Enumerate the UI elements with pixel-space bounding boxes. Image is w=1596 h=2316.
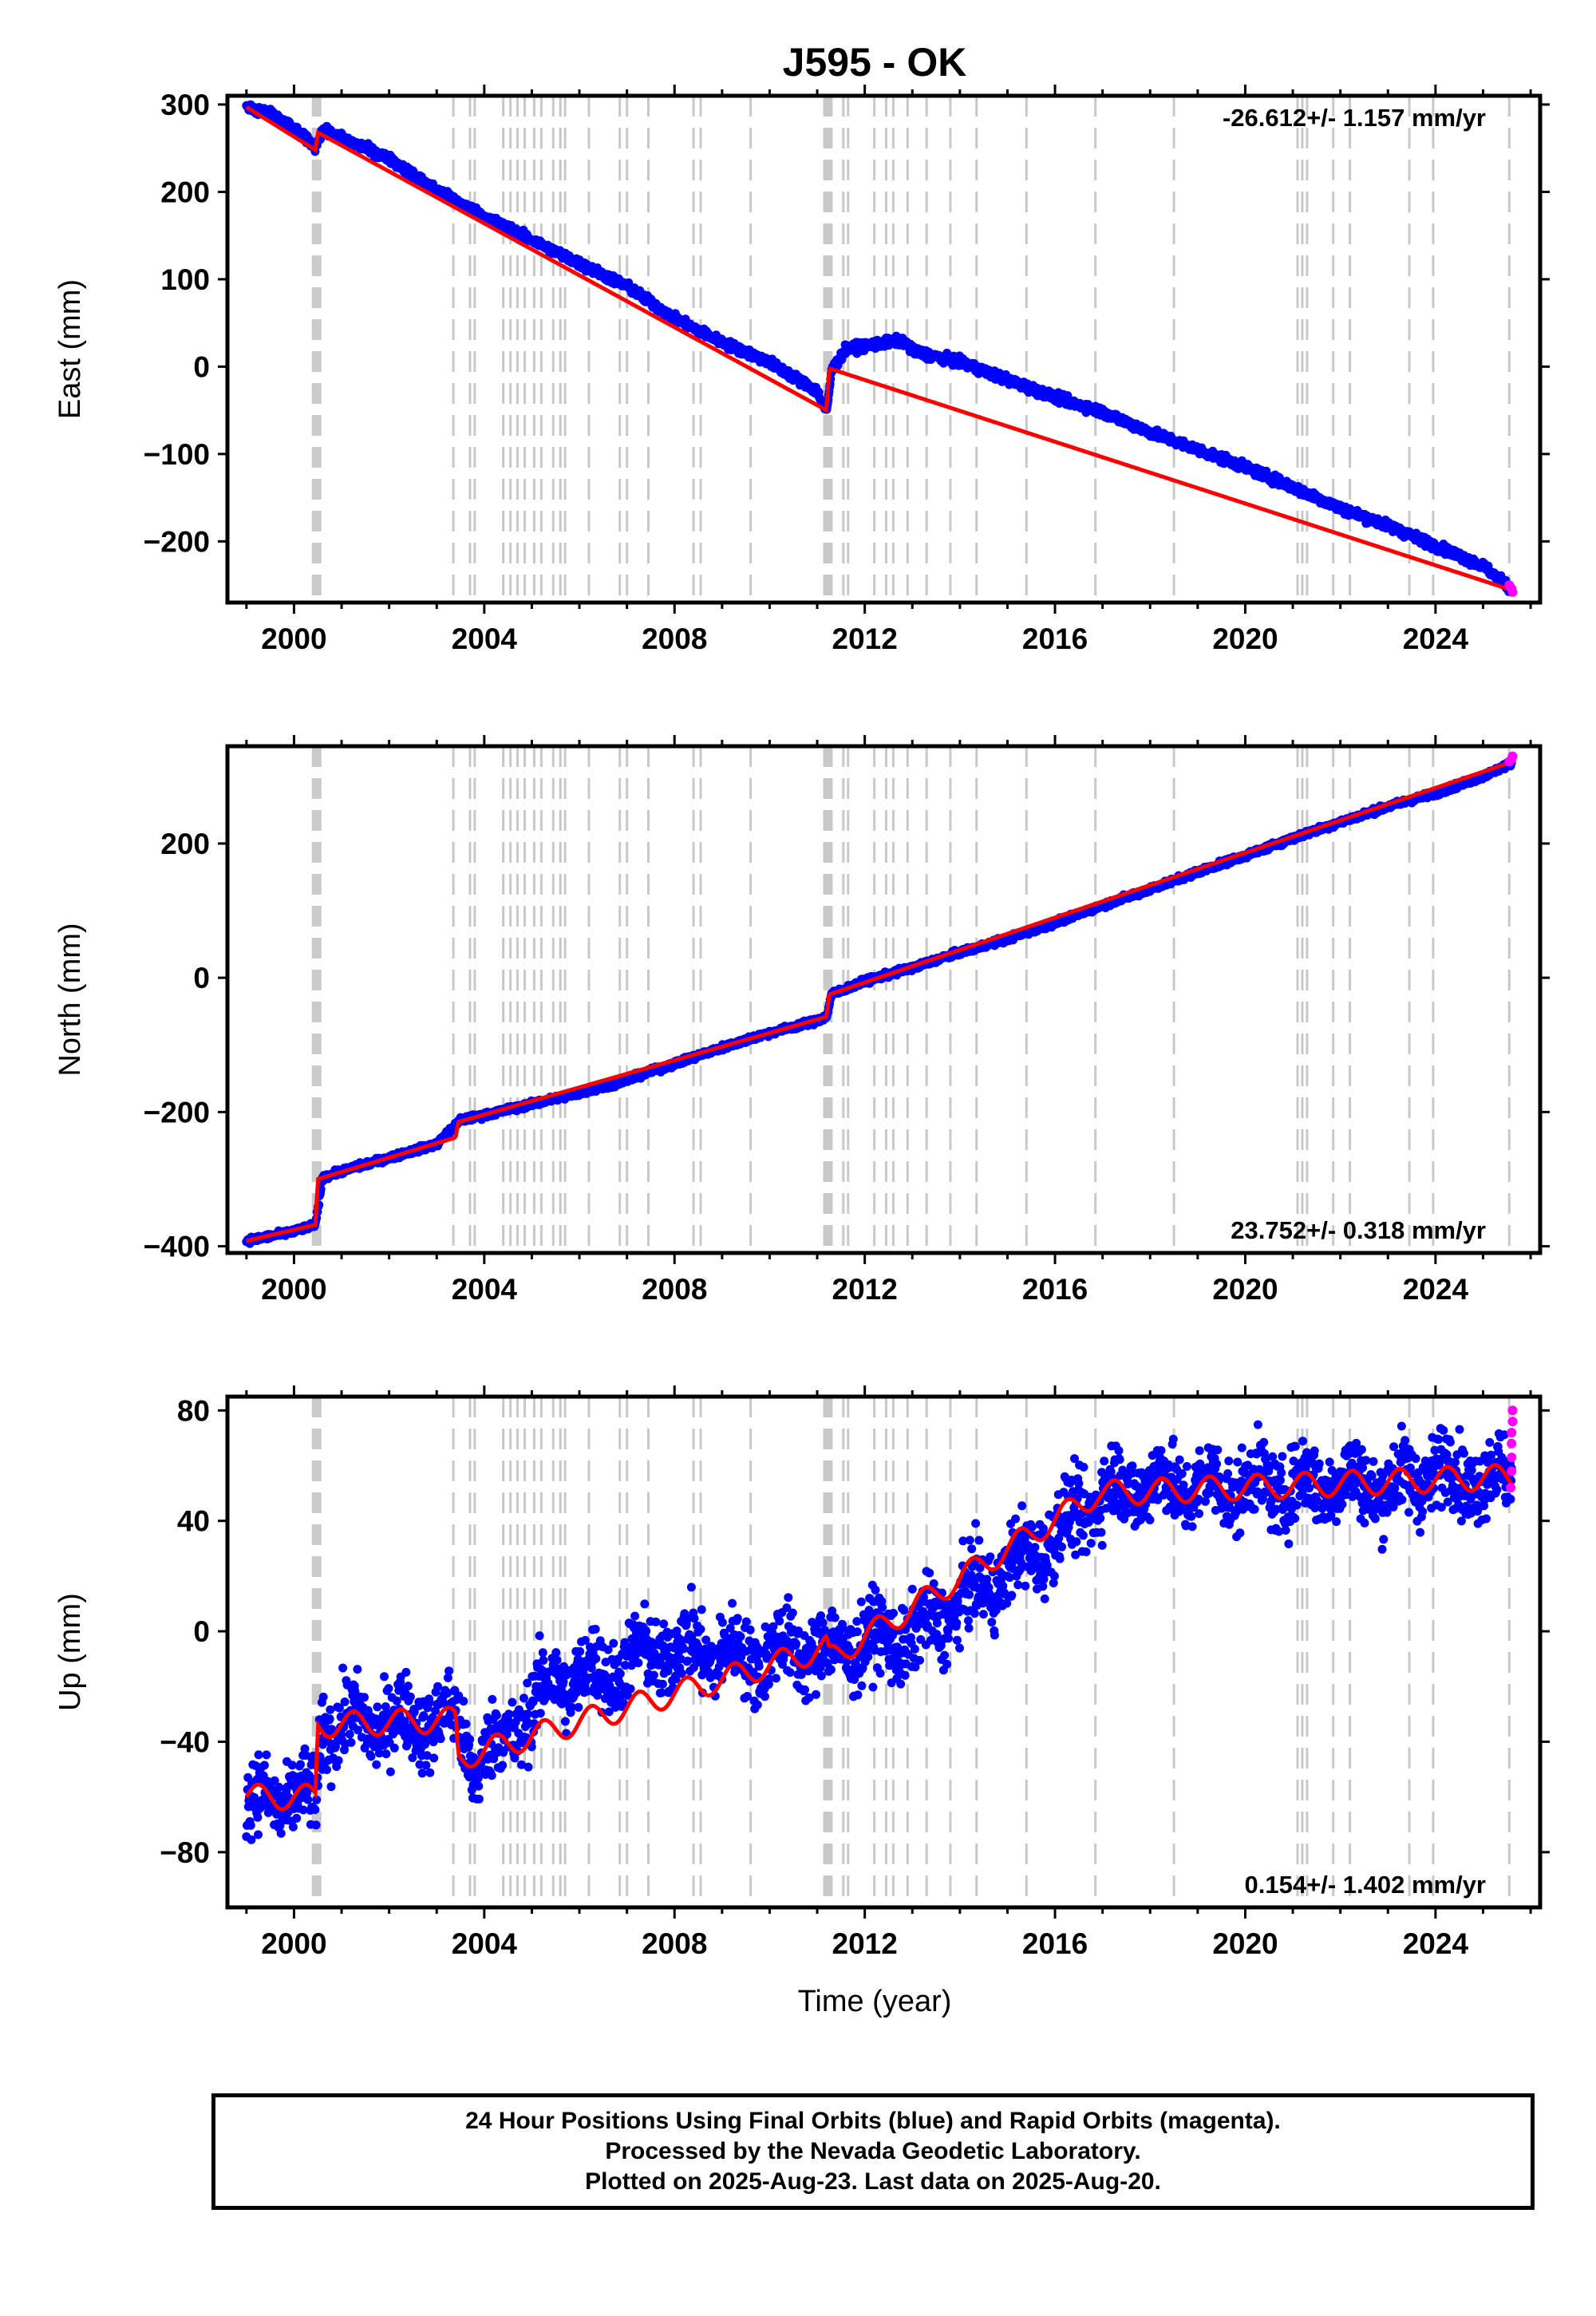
y-tick-label: 200	[160, 176, 210, 208]
x-tick-label: 2008	[642, 622, 707, 655]
x-tick-label: 2012	[832, 622, 898, 655]
x-tick-label: 2004	[452, 622, 518, 655]
x-tick-label: 2024	[1403, 622, 1469, 655]
y-tick-label: 0	[193, 350, 210, 383]
y-axis-label: East (mm)	[53, 279, 87, 419]
rapid-point	[1507, 587, 1518, 597]
rate-label: -26.612+/- 1.157 mm/yr	[1223, 104, 1486, 132]
x-tick-label: 2000	[261, 622, 326, 655]
y-tick-label: 300	[160, 89, 210, 121]
final-orbit-points	[242, 100, 1516, 596]
plot-area	[242, 746, 1518, 1253]
y-tick-label: −100	[144, 438, 210, 471]
y-tick-label: −200	[144, 525, 210, 558]
plot-area	[242, 96, 1518, 603]
y-tick-label: 100	[160, 263, 210, 296]
chart-title: J595 - OK	[783, 40, 967, 85]
x-tick-label: 2020	[1212, 622, 1278, 655]
panel-east: 300 200 100 0 −100 −200 2000 2004 2008 2012 2016 20…	[53, 85, 1550, 655]
x-tick-label: 2016	[1022, 622, 1088, 655]
panels: 300 200 100 0 −100 −200 2000 2004 2008 2012 2016 20…	[53, 85, 1550, 1960]
final-orbit-points	[242, 757, 1516, 1248]
